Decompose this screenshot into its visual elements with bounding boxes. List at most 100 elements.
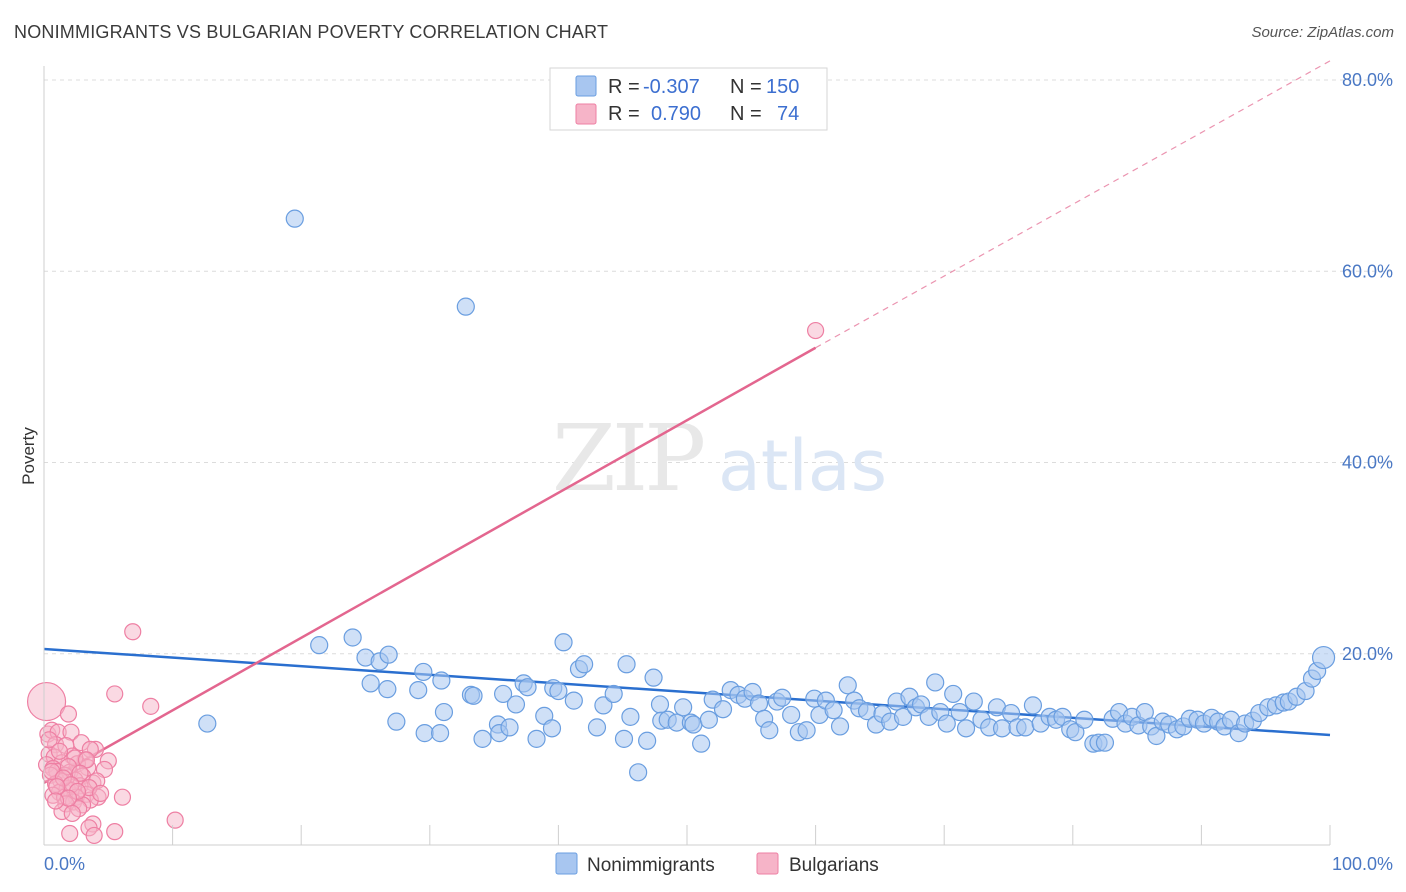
bulgarians-trend-extension: [815, 60, 1331, 349]
nonimmigrants-point: [937, 714, 956, 733]
nonimmigrants-point: [838, 676, 857, 695]
nonimmigrants-point: [409, 680, 428, 700]
legend-n-label-bulgarians: N =: [730, 103, 762, 125]
bottom-legend-label-nonimmigrants: Nonimmigrants: [587, 855, 715, 876]
nonimmigrants-point: [415, 724, 434, 743]
nonimmigrants-point: [782, 705, 801, 725]
bulgarians-point: [50, 742, 69, 760]
legend-r-label-bulgarians: R =: [608, 103, 640, 125]
bottom-legend-swatch-bulgarians: [756, 852, 779, 875]
nonimmigrants-point: [617, 655, 636, 674]
nonimmigrants-point: [773, 688, 792, 707]
nonimmigrants-point: [542, 719, 562, 738]
bulgarians-point: [26, 681, 67, 722]
nonimmigrants-point: [432, 671, 451, 690]
nonimmigrants-point: [414, 662, 433, 682]
bulgarians-point: [59, 705, 78, 723]
nonimmigrants-point: [830, 717, 850, 736]
bulgarians-point: [113, 788, 132, 806]
watermark-atlas: atlas: [718, 425, 887, 507]
legend-swatch-bulgarians: [575, 103, 597, 125]
legend-r-label-nonimmigrants: R =: [608, 76, 640, 98]
nonimmigrants-point: [1023, 696, 1043, 715]
legend-n-value-bulgarians: 74: [777, 103, 799, 125]
nonimmigrants-point: [1311, 645, 1336, 670]
nonimmigrants-point: [379, 645, 398, 664]
nonimmigrants-point: [549, 681, 568, 701]
bottom-legend: Nonimmigrants Bulgarians: [555, 852, 879, 876]
nonimmigrants-point: [500, 718, 519, 737]
nonimmigrants-point: [575, 655, 594, 674]
bulgarians-point: [166, 811, 184, 829]
bulgarians-point: [40, 731, 58, 749]
nonimmigrants-point: [564, 691, 583, 710]
legend-n-label-nonimmigrants: N =: [730, 76, 762, 98]
nonimmigrants-point: [554, 633, 573, 652]
axis-layer: 20.0% 40.0% 60.0% 80.0% 0.0% 100.0%: [43, 66, 1393, 874]
top-legend: R = -0.307 N = 150 R = 0.790 N = 74: [549, 67, 828, 131]
nonimmigrants-point: [604, 684, 623, 704]
nonimmigrants-point: [644, 668, 663, 687]
nonimmigrants-points: [198, 209, 1336, 782]
watermark-zip: ZIP: [552, 405, 703, 512]
nonimmigrants-point: [1095, 733, 1115, 752]
grid-layer: [44, 79, 1392, 655]
nonimmigrants-point: [1075, 710, 1094, 729]
bulgarians-point: [124, 623, 142, 641]
legend-r-value-nonimmigrants: -0.307: [643, 76, 700, 98]
nonimmigrants-point: [430, 724, 450, 743]
nonimmigrants-point: [650, 695, 670, 714]
nonimmigrants-point: [518, 678, 537, 697]
nonimmigrants-point: [950, 702, 969, 722]
nonimmigrants-point: [285, 209, 304, 228]
nonimmigrants-point: [684, 715, 703, 734]
nonimmigrants-point: [956, 719, 976, 738]
nonimmigrants-point: [198, 714, 217, 733]
nonimmigrants-point: [494, 684, 513, 704]
bulgarians-point: [63, 804, 81, 823]
y-tick-label-3: 80.0%: [1342, 70, 1393, 90]
nonimmigrants-point: [464, 686, 483, 705]
nonimmigrants-point: [621, 707, 640, 726]
bulgarians-point: [806, 321, 825, 340]
nonimmigrants-point: [926, 673, 945, 692]
nonimmigrants-point: [387, 712, 406, 731]
nonimmigrants-point: [797, 721, 816, 740]
nonimmigrants-point: [506, 695, 526, 714]
nonimmigrants-point: [527, 729, 546, 748]
y-tick-label-1: 40.0%: [1342, 453, 1393, 473]
chart-title: NONIMMIGRANTS VS BULGARIAN POVERTY CORRE…: [14, 22, 609, 42]
nonimmigrants-point: [824, 701, 843, 720]
bulgarians-points: [26, 321, 825, 845]
nonimmigrants-point: [749, 694, 769, 713]
nonimmigrants-point: [674, 698, 693, 717]
chart-source: Source: ZipAtlas.com: [1251, 24, 1394, 41]
y-tick-label-0: 20.0%: [1342, 644, 1393, 664]
bulgarians-point: [61, 824, 79, 843]
nonimmigrants-point: [456, 297, 475, 316]
y-tick-label-2: 60.0%: [1342, 261, 1393, 281]
nonimmigrants-point: [992, 719, 1012, 738]
legend-r-value-bulgarians: 0.790: [651, 103, 701, 125]
nonimmigrants-point: [944, 684, 963, 704]
nonimmigrants-point: [964, 692, 983, 711]
bulgarians-point: [142, 697, 160, 715]
x-tick-label-1: 100.0%: [1332, 854, 1393, 874]
nonimmigrants-point: [893, 707, 913, 726]
nonimmigrants-point: [587, 718, 607, 737]
bulgarians-point: [85, 826, 103, 845]
bottom-legend-swatch-nonimmigrants: [555, 852, 578, 875]
nonimmigrants-point: [594, 696, 613, 715]
watermark: ZIP atlas: [552, 405, 887, 512]
legend-n-value-nonimmigrants: 150: [766, 76, 799, 98]
nonimmigrants-point: [713, 700, 733, 719]
nonimmigrants-point: [638, 731, 657, 750]
nonimmigrants-point: [760, 721, 779, 740]
nonimmigrants-point: [1066, 723, 1085, 742]
bulgarians-point: [106, 823, 124, 841]
nonimmigrants-point: [310, 636, 329, 655]
nonimmigrants-point: [434, 702, 454, 722]
x-tick-label-0: 0.0%: [44, 854, 85, 874]
bulgarians-point: [46, 792, 65, 810]
